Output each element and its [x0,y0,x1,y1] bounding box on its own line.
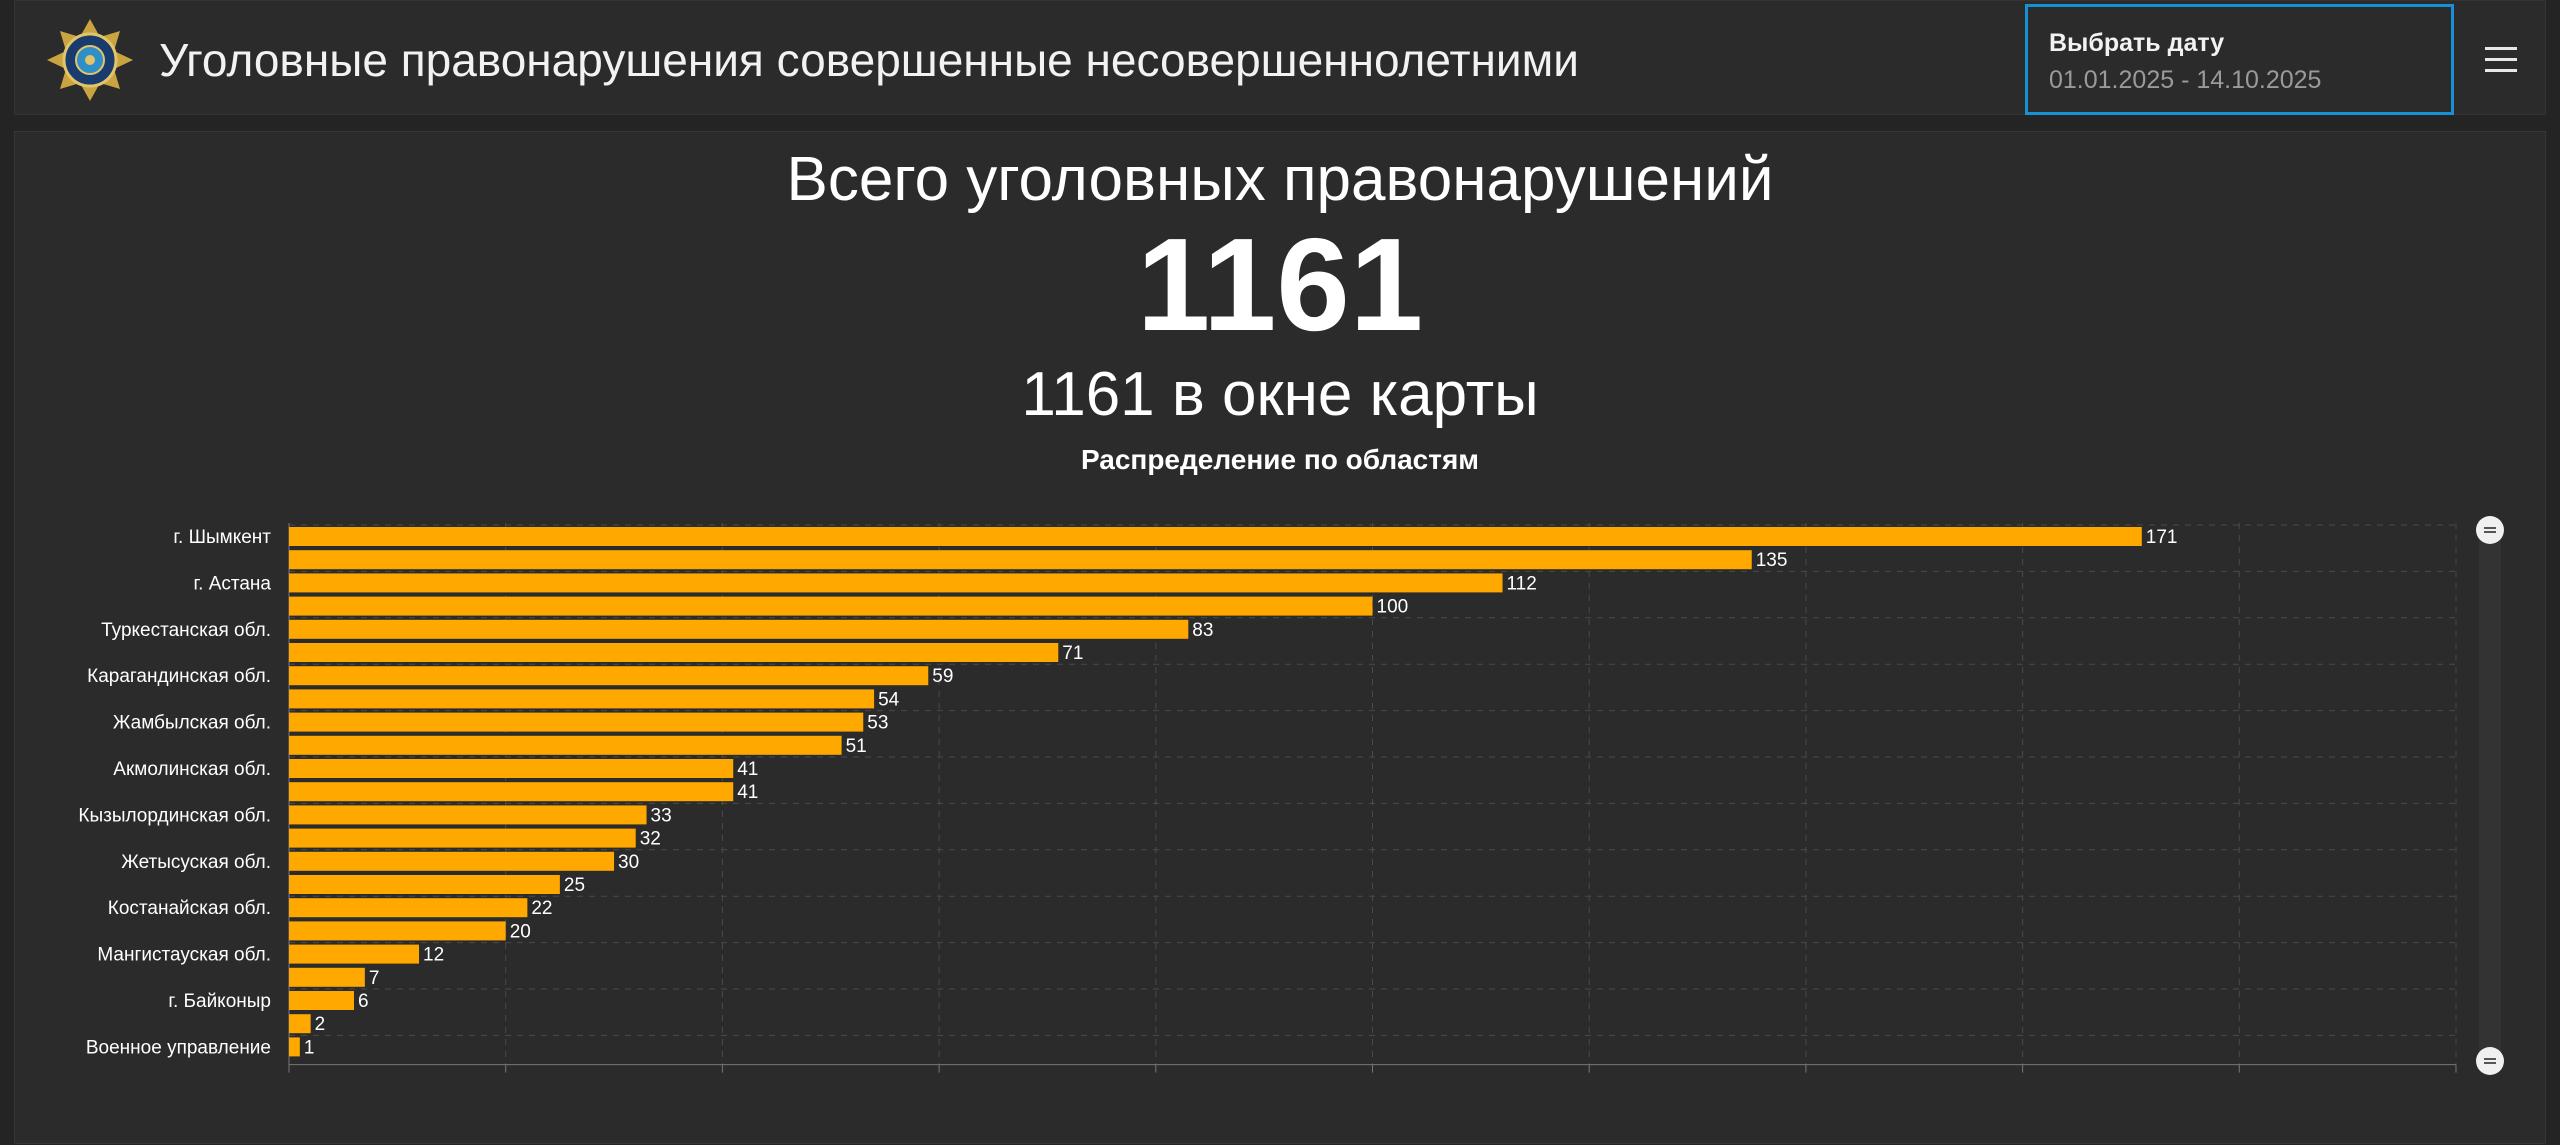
chart-bar [289,573,1503,593]
chart-bar [289,898,528,918]
scroll-handle-bottom[interactable] [2476,1047,2504,1075]
bar-value-label: 22 [531,898,552,919]
bar-value-label: 171 [2146,527,2178,548]
bar-value-label: 83 [1192,620,1213,641]
menu-line [2485,47,2517,50]
emblem-logo [47,19,133,101]
chart-bar [289,991,355,1010]
bar-value-label: 25 [564,875,585,896]
bar-value-label: 7 [369,968,380,989]
scroll-handle-top[interactable] [2476,516,2504,544]
chart-bar [289,1037,300,1057]
category-label: Акмолинская обл. [113,759,271,780]
bar-value-label: 51 [846,736,867,757]
chart-title: Распределение по областям [1080,444,1480,475]
main-panel: Всего уголовных правонарушений 1161 1161… [14,131,2546,1144]
bar-value-label: 20 [510,921,531,942]
chart-bar [289,527,2142,546]
chart-bar [289,712,864,732]
category-label: Жетысуская обл. [121,852,271,873]
chart-bar [289,967,365,987]
bar-value-label: 59 [932,666,953,687]
chart-bar [289,666,929,686]
total-title: Всего уголовных правонарушений [786,145,1774,214]
category-label: Карагандинская обл. [87,666,271,687]
bar-value-label: 41 [737,759,758,780]
bar-value-label: 41 [737,782,758,803]
chart-bar [289,689,875,709]
bar-value-label: 30 [618,852,639,873]
bar-value-label: 135 [1756,550,1788,571]
chart-scrollbar-track[interactable] [2476,516,2504,1075]
bar-value-label: 6 [358,991,369,1012]
category-label: Военное управление [86,1037,271,1058]
date-picker-label: Выбрать дату [2049,29,2225,57]
menu-line [2485,69,2517,72]
total-value: 1161 [1136,211,1424,358]
bar-value-label: 12 [423,945,444,966]
bar-value-label: 1 [304,1037,315,1058]
chart-bar [289,735,842,755]
chart-bar [289,921,506,941]
chart-bar [289,944,420,964]
category-label: г. Байконыр [168,991,271,1012]
hamburger-menu-icon[interactable] [2481,43,2521,77]
page-title: Уголовные правонарушения совершенные нес… [159,34,1579,86]
category-label: Костанайская обл. [108,898,271,919]
app-header: Уголовные правонарушения совершенные нес… [14,0,2546,115]
category-label: Туркестанская обл. [101,620,271,641]
category-label: Кызылординская обл. [78,805,271,826]
date-picker-value: 01.01.2025 - 14.10.2025 [2049,66,2322,94]
bar-value-label: 2 [315,1014,326,1035]
chart-bar [289,851,615,871]
chart-bar [289,828,636,848]
chart-bar [289,643,1059,662]
bar-value-label: 53 [867,713,888,734]
chart-bar [289,805,647,825]
category-label: Жамбылская обл. [113,713,271,734]
bar-value-label: 33 [651,805,672,826]
chart-bar [289,1014,311,1034]
chart-bar [289,782,734,802]
bar-value-label: 100 [1377,597,1409,618]
bar-value-label: 112 [1507,573,1537,594]
chart-bar [289,619,1189,639]
category-label: г. Шымкент [173,527,271,548]
menu-line [2485,58,2517,61]
category-label: г. Астана [194,573,272,594]
bar-value-label: 32 [640,829,661,850]
bar-value-label: 71 [1062,643,1083,664]
chart-bar [289,596,1373,616]
chart-bar [289,759,734,778]
bar-value-label: 54 [878,689,900,710]
chart-bar [289,875,560,894]
category-label: Мангистауская обл. [97,945,271,966]
chart-bar [289,550,1752,570]
map-count: 1161 в окне карты [1021,360,1539,429]
date-range-picker[interactable]: Выбрать дату 01.01.2025 - 14.10.2025 [2025,4,2454,115]
